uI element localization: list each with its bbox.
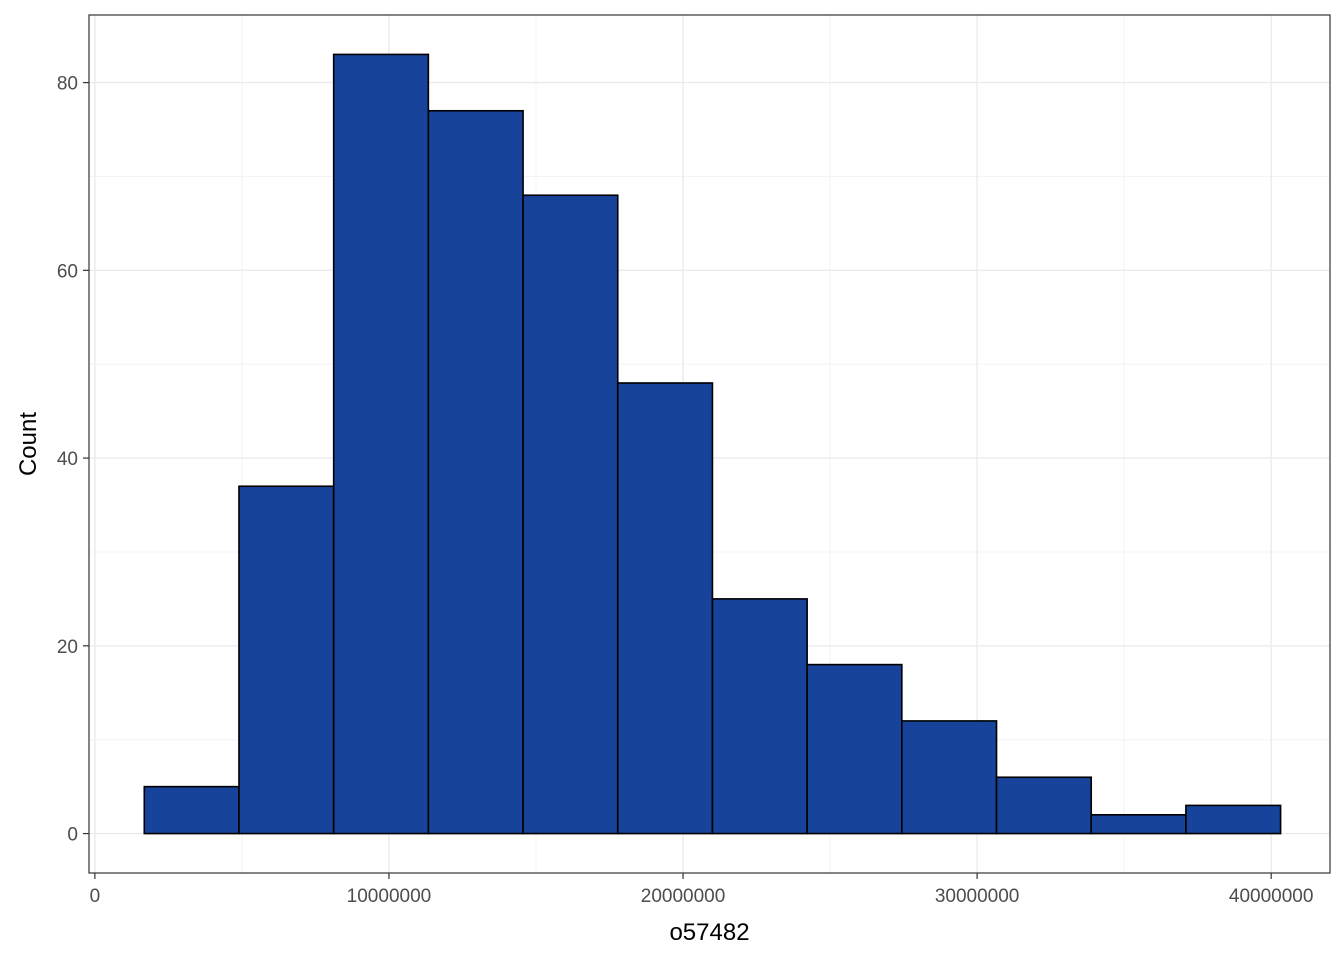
y-tick-label: 40 bbox=[57, 449, 78, 470]
histogram-bar bbox=[616, 382, 714, 835]
histogram-bar bbox=[1090, 813, 1187, 835]
histogram-bar bbox=[995, 776, 1093, 835]
histogram-bar bbox=[238, 485, 335, 835]
x-axis-title: o57482 bbox=[669, 919, 749, 946]
histogram-bar bbox=[806, 663, 903, 835]
x-axis-ticks: 0 10000000 20000000 30000000 40000000 bbox=[90, 873, 1314, 907]
y-axis-ticks: 0 20 40 60 80 bbox=[57, 74, 89, 846]
y-tick-label: 0 bbox=[67, 825, 78, 846]
panel-border bbox=[88, 14, 1331, 874]
y-tick-label: 80 bbox=[57, 74, 78, 95]
histogram-bar bbox=[427, 109, 524, 835]
y-axis-title: Count bbox=[15, 412, 42, 476]
histogram-bar bbox=[332, 53, 430, 835]
y-tick-label: 60 bbox=[57, 261, 78, 282]
x-tick-label: 0 bbox=[90, 886, 101, 907]
x-tick-label: 30000000 bbox=[935, 886, 1020, 907]
x-tick-label: 10000000 bbox=[347, 886, 432, 907]
histogram-bar bbox=[901, 720, 998, 835]
x-tick-label: 20000000 bbox=[641, 886, 726, 907]
y-tick-label: 20 bbox=[57, 637, 78, 658]
histogram-bar bbox=[1185, 804, 1282, 835]
x-tick-label: 40000000 bbox=[1229, 886, 1314, 907]
histogram-bar bbox=[522, 194, 619, 835]
histogram-bar bbox=[711, 598, 808, 835]
histogram-bar bbox=[143, 785, 240, 835]
histogram-bars bbox=[143, 53, 1282, 835]
